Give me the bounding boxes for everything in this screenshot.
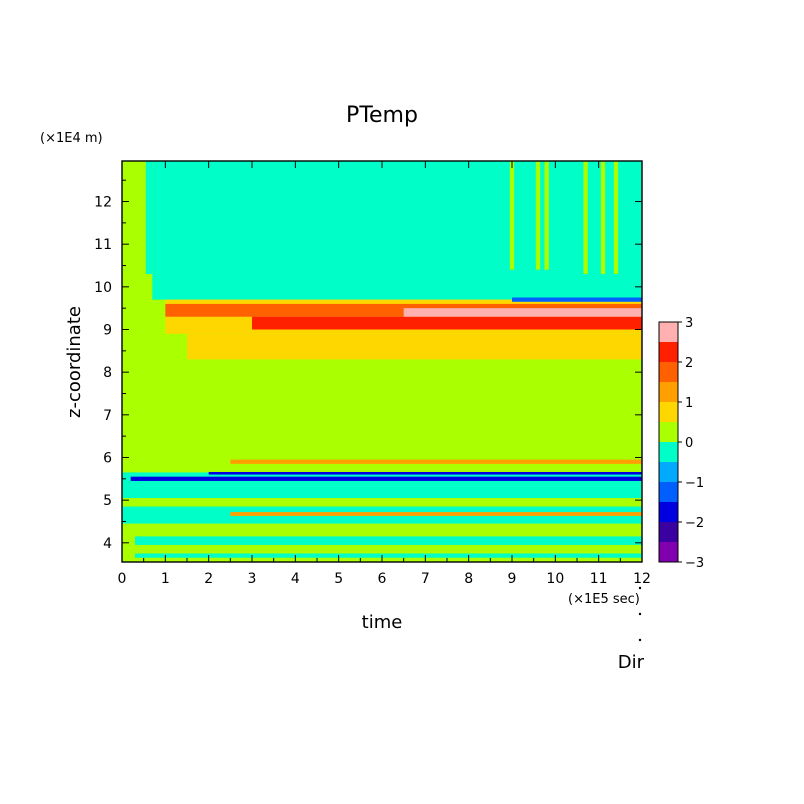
- colorbar-level: [659, 482, 678, 502]
- contour-region: [252, 316, 642, 330]
- contour-region: [613, 161, 619, 275]
- colorbar-level: [659, 442, 678, 462]
- contour-region: [544, 161, 549, 270]
- x-tick-label: 5: [334, 571, 343, 587]
- x-axis: 0 1 2 3 4 5 6 7 8 9 10 11 12: [118, 161, 651, 587]
- contour-region: [230, 512, 642, 516]
- contour-region: [152, 161, 642, 300]
- contour-region: [512, 297, 642, 302]
- y-axis: 4 5 6 7 8 9 10 11 12: [94, 179, 642, 552]
- corner-label: Dir: [618, 652, 645, 673]
- colorbar-label: 3: [685, 316, 693, 331]
- colorbar-label: −2: [685, 516, 704, 531]
- colorbar-label: 0: [685, 436, 693, 451]
- y-tick-label: 5: [103, 493, 112, 509]
- x-tick-label: 10: [546, 571, 564, 587]
- x-tick-label: 4: [291, 571, 300, 587]
- x-tick-label: 0: [118, 571, 127, 587]
- x-tick-label: 2: [204, 571, 213, 587]
- y-unit-label: (×1E4 m): [40, 131, 103, 146]
- colorbar-level: [659, 402, 678, 422]
- colorbar-level: [659, 382, 678, 402]
- contour-region: [135, 536, 642, 545]
- y-tick-label: 7: [103, 408, 112, 424]
- y-tick-label: 10: [94, 280, 112, 296]
- x-tick-label: 3: [248, 571, 257, 587]
- contour-region: [187, 333, 642, 360]
- colorbar: 3 2 1 0 −1 −2 −3: [658, 316, 704, 571]
- y-tick-label: 4: [103, 536, 112, 552]
- plot-area: [122, 161, 642, 562]
- colorbar-level: [659, 502, 678, 522]
- contour-region: [535, 161, 541, 270]
- x-tick-label: 6: [378, 571, 387, 587]
- contour-region: [130, 476, 642, 481]
- x-tick-label: 1: [161, 571, 170, 587]
- contour-region: [208, 471, 642, 475]
- y-tick-label: 12: [94, 195, 112, 211]
- x-unit-label: (×1E5 sec): [568, 592, 640, 607]
- chart-title: PTemp: [346, 103, 418, 128]
- colorbar-level: [659, 462, 678, 482]
- contour-region: [600, 161, 606, 275]
- corner-dot: [638, 586, 642, 590]
- colorbar-label: −3: [685, 556, 704, 571]
- colorbar-level: [659, 322, 678, 342]
- colorbar-label: 1: [685, 396, 693, 411]
- x-tick-label: 9: [508, 571, 517, 587]
- colorbar-level: [659, 342, 678, 362]
- colorbar-level: [659, 522, 678, 542]
- x-axis-label: time: [362, 612, 403, 633]
- y-axis-label: z-coordinate: [64, 306, 85, 418]
- x-tick-label: 7: [421, 571, 430, 587]
- contour-region: [230, 459, 642, 464]
- colorbar-level: [659, 542, 678, 562]
- x-tick-label: 12: [633, 571, 651, 587]
- colorbar-level: [659, 422, 678, 442]
- contour-region: [403, 308, 642, 317]
- contour-region: [135, 553, 642, 558]
- corner-dot: [638, 612, 642, 616]
- contour-region: [583, 161, 588, 275]
- y-tick-label: 6: [103, 450, 112, 466]
- y-tick-label: 9: [103, 323, 112, 339]
- contour-region: [509, 161, 515, 270]
- contour-region: [122, 472, 642, 499]
- colorbar-level: [659, 362, 678, 382]
- contour-region: [145, 161, 153, 275]
- y-tick-label: 8: [103, 365, 112, 381]
- colorbar-label: −1: [685, 476, 704, 491]
- colorbar-label: 2: [685, 356, 693, 371]
- corner-dot: [638, 638, 642, 642]
- x-tick-label: 11: [590, 571, 608, 587]
- y-tick-label: 11: [94, 237, 112, 253]
- x-tick-label: 8: [464, 571, 473, 587]
